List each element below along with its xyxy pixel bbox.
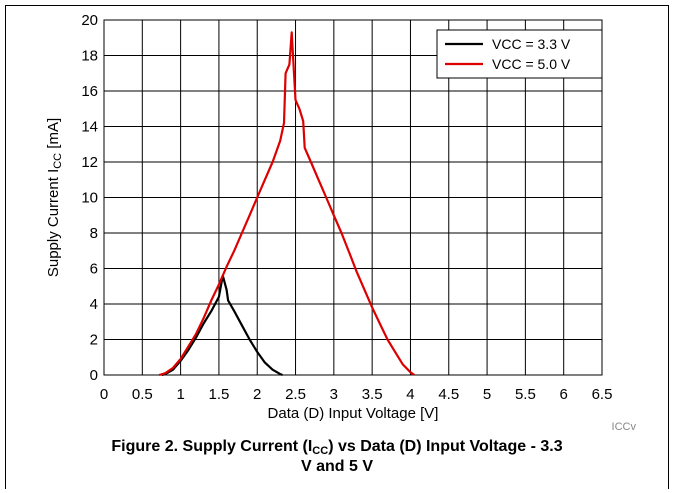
x-tick-label: 1 — [176, 386, 184, 403]
legend-label: VCC = 5.0 V — [492, 56, 571, 72]
x-tick-label: 6.5 — [592, 386, 613, 403]
x-tick-label: 2 — [253, 386, 261, 403]
x-tick-label: 3.5 — [362, 386, 383, 403]
y-tick-label: 12 — [81, 154, 98, 171]
y-axis-label-sub: CC — [52, 153, 64, 169]
series-line-2 — [158, 31, 415, 377]
y-tick-label: 20 — [81, 12, 98, 29]
y-tick-label: 14 — [81, 119, 98, 136]
figure-caption: Figure 2. Supply Current (ICC) vs Data (… — [0, 437, 674, 477]
image-tag: ICCv — [612, 421, 637, 433]
legend: VCC = 3.3 V VCC = 5.0 V — [436, 29, 603, 79]
y-axis-label-main: Supply Current I — [45, 169, 62, 277]
series-lines — [158, 31, 415, 377]
x-tick-label: 4 — [406, 386, 414, 403]
y-tick-label: 0 — [90, 367, 98, 384]
legend-box — [436, 29, 603, 79]
y-tick-label: 6 — [90, 261, 98, 278]
x-tick-labels: 0 0.5 1 1.5 2 2.5 3 3.5 4 4.5 5 5.5 6 6.5 — [100, 386, 613, 403]
y-tick-label: 18 — [81, 48, 98, 65]
grid-lines — [103, 19, 603, 376]
x-tick-label: 0 — [100, 386, 108, 403]
figure-frame — [5, 5, 669, 489]
y-axis-label: Supply Current ICC [mA] — [45, 118, 64, 277]
x-tick-label: 3 — [330, 386, 338, 403]
caption-line1-suffix: ) vs Data (D) Input Voltage - 3.3 — [328, 438, 563, 455]
x-tick-label: 2.5 — [285, 386, 306, 403]
x-tick-label: 0.5 — [132, 386, 153, 403]
caption-prefix: Figure 2. Supply Current (I — [111, 438, 313, 455]
x-tick-label: 6 — [560, 386, 568, 403]
caption-subscript: CC — [312, 445, 329, 457]
x-tick-label: 5.5 — [515, 386, 536, 403]
y-tick-label: 10 — [81, 190, 98, 207]
y-tick-label: 16 — [81, 83, 98, 100]
chart: 0 0.5 1 1.5 2 2.5 3 3.5 4 4.5 5 5.5 6 6.5 0 2 4 6 8 10 12 14… — [45, 12, 637, 433]
y-axis-label-unit: [mA] — [45, 118, 62, 153]
plot-area — [103, 19, 603, 376]
x-tick-label: 4.5 — [438, 386, 459, 403]
legend-label: VCC = 3.3 V — [492, 36, 571, 52]
caption-line2: V and 5 V — [300, 458, 374, 475]
x-tick-label: 1.5 — [208, 386, 229, 403]
y-tick-label: 4 — [90, 296, 98, 313]
x-axis-label: Data (D) Input Voltage [V] — [268, 405, 439, 422]
x-tick-label: 5 — [483, 386, 491, 403]
y-tick-label: 2 — [90, 332, 98, 349]
y-tick-labels: 0 2 4 6 8 10 12 14 16 18 20 — [81, 12, 98, 384]
y-tick-label: 8 — [90, 225, 98, 242]
